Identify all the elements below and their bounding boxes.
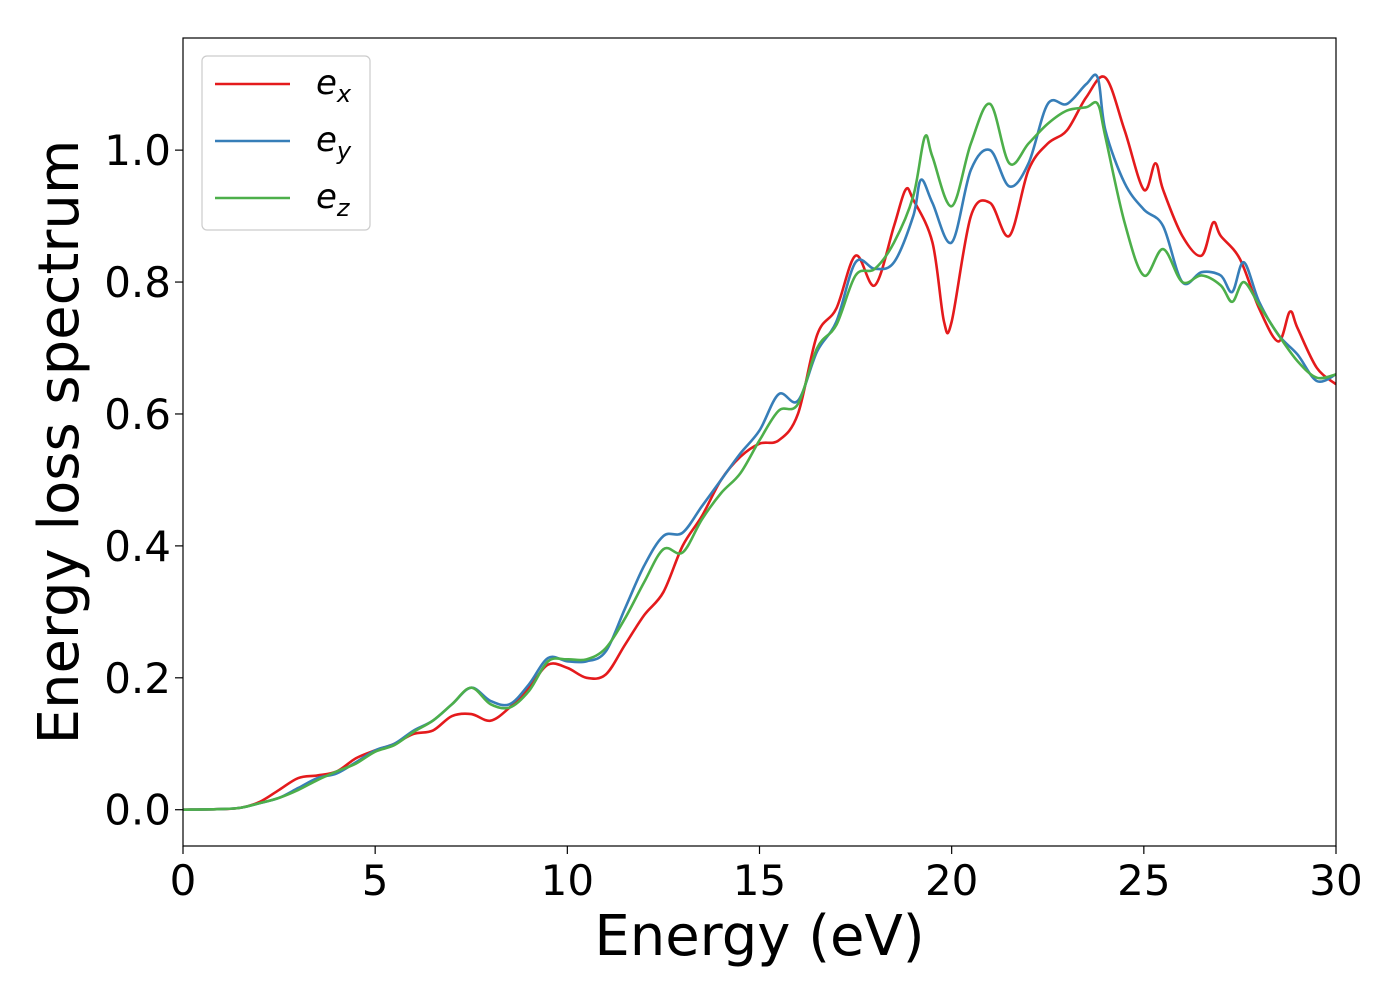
x-tick-label: 0	[170, 856, 197, 905]
x-tick-label: 15	[733, 856, 786, 905]
y-tick-label: 0.0	[104, 786, 171, 835]
x-axis-ticks: 0 5 10 15 20 25 30	[170, 846, 1363, 905]
x-tick-label: 25	[1117, 856, 1170, 905]
y-axis-ticks: 0.0 0.2 0.4 0.6 0.8 1.0	[104, 126, 183, 835]
y-tick-label: 0.6	[104, 390, 171, 439]
x-tick-label: 30	[1309, 856, 1362, 905]
plot-series-group	[183, 73, 1336, 812]
y-tick-label: 0.8	[104, 258, 171, 307]
x-tick-label: 20	[925, 856, 978, 905]
y-axis-label: Energy loss spectrum	[27, 140, 92, 745]
y-tick-label: 0.4	[104, 522, 171, 571]
legend-box	[201, 55, 371, 231]
y-tick-label: 0.2	[104, 654, 171, 703]
x-tick-label: 10	[541, 856, 594, 905]
x-tick-label: 5	[362, 856, 389, 905]
series-line-z	[183, 100, 1336, 812]
y-tick-label: 1.0	[104, 126, 171, 175]
x-axis-label: Energy (eV)	[594, 904, 924, 969]
